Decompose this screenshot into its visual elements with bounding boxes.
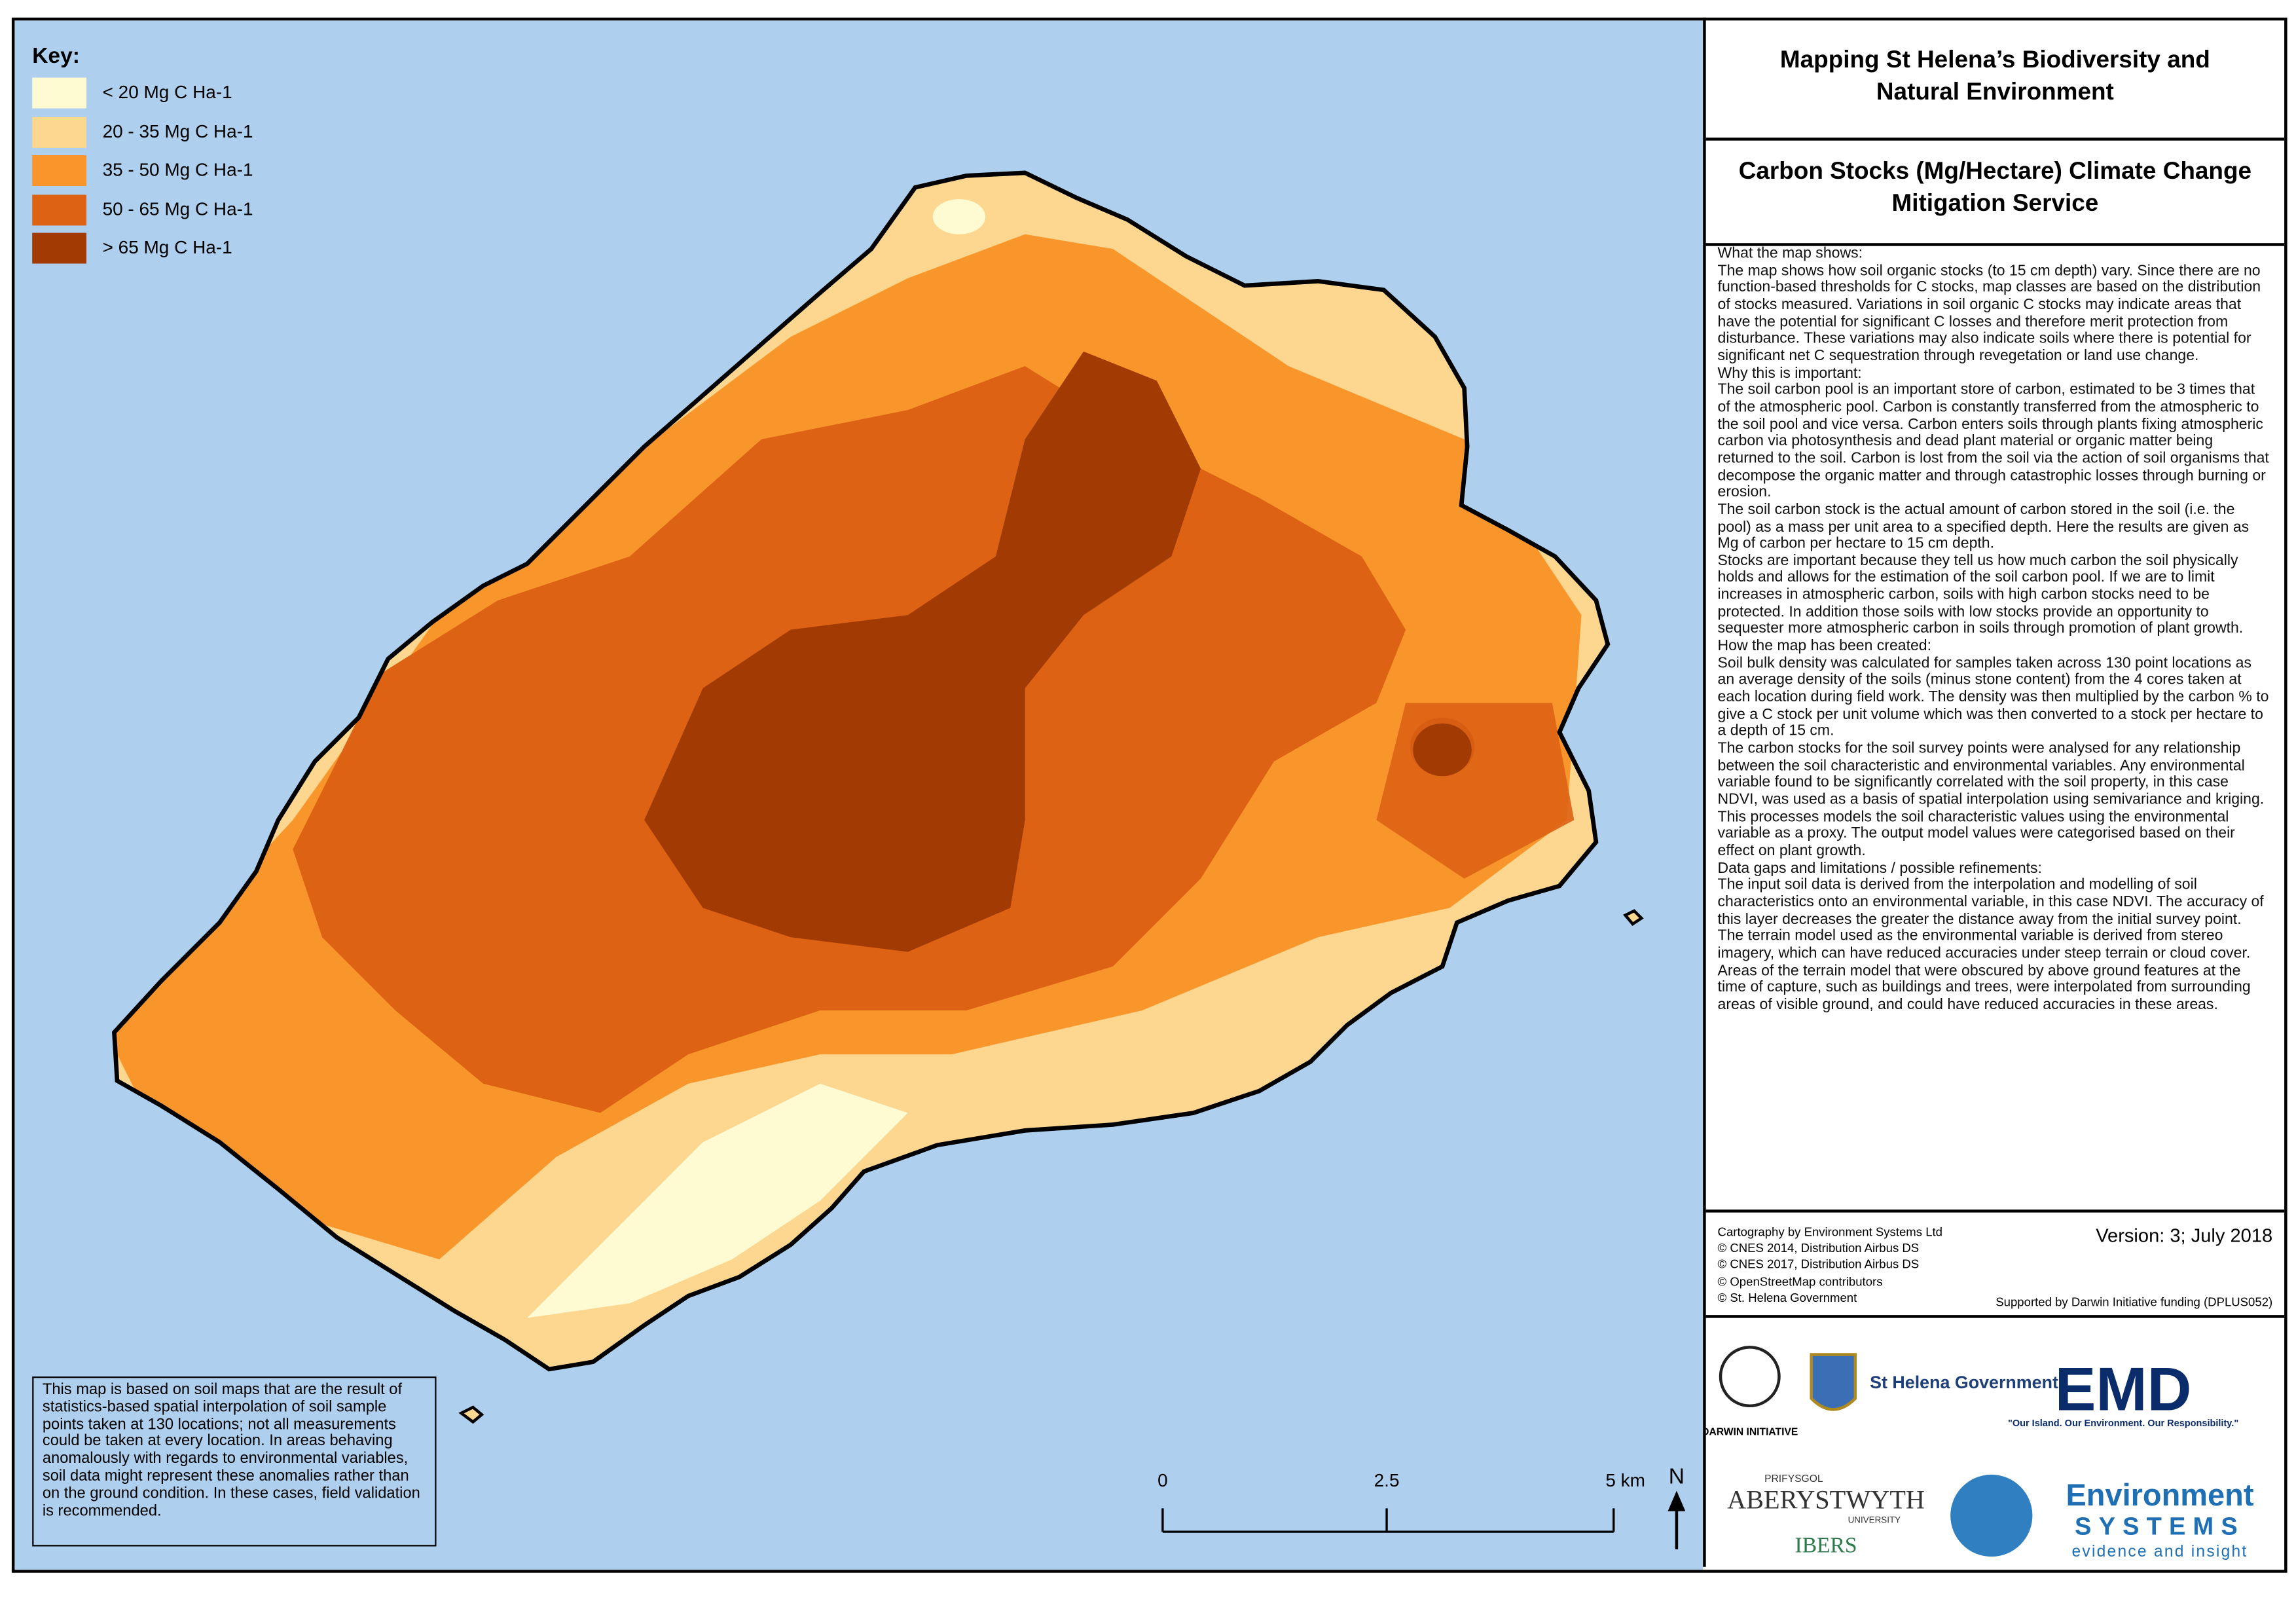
env-tagline: evidence and insight [2072,1543,2248,1560]
legend-label: < 20 Mg C Ha-1 [102,82,232,103]
description-paragraph: The soil carbon stock is the actual amou… [1717,502,2250,553]
legend-label: 20 - 35 Mg C Ha-1 [102,120,253,141]
darwin-logo: DARWIN INITIATIVE [1706,1427,1798,1438]
class-lt-20 [527,1083,908,1318]
description-paragraph: Data gaps and limitations / possible ref… [1717,860,2042,877]
description-paragraph: The input soil data is derived from the … [1717,877,2264,928]
legend-item: 35 - 50 Mg C Ha-1 [32,155,325,194]
logos: DARWIN INITIATIVE St Helena Government E… [1702,1318,2284,1567]
north-arrow-head [1667,1490,1686,1511]
description-paragraph: Stocks are important because they tell u… [1717,553,2244,638]
sthelena-crest [1810,1353,1857,1411]
legend-item: 50 - 65 Mg C Ha-1 [32,194,325,232]
env-logo: Environment [2066,1477,2253,1512]
credits: Cartography by Environment Systems Ltd © … [1705,1215,2285,1318]
scale-label: 5 km [1605,1470,1645,1490]
legend-label: 50 - 65 Mg C Ha-1 [102,198,253,219]
legend-item: > 65 Mg C Ha-1 [32,232,325,272]
note: This map is based on soil maps that are … [32,1376,437,1547]
env-systems: SYSTEMS [2075,1513,2245,1541]
description-paragraph: The soil carbon pool is an important sto… [1717,382,2269,502]
logo-art: DARWIN INITIATIVE St Helena Government E… [1702,1346,2254,1560]
legend-swatch [32,232,86,264]
title: Mapping St Helena’s Biodiversity and Nat… [1705,18,2285,141]
darwin-bird [1719,1346,1781,1408]
north-label: N [1669,1464,1685,1488]
description-paragraph: The carbon stocks for the soil survey po… [1717,741,2265,860]
aber-university: UNIVERSITY [1848,1515,1901,1525]
legend-item: 20 - 35 Mg C Ha-1 [32,116,325,155]
legend-swatch [32,155,86,187]
credit-line: © CNES 2014, Distribution Airbus DS [1717,1240,1920,1255]
scale-label: 0 [1157,1470,1168,1490]
description-paragraph: Why this is important: [1717,365,1862,382]
class-lt-20 [932,199,986,234]
description-paragraph: Soil bulk density was calculated for sam… [1717,655,2269,741]
credit-line: © St. Helena Government [1717,1289,1857,1305]
islet [458,909,1644,1424]
funding: Supported by Darwin Initiative funding (… [1995,1294,2273,1310]
scale-label: 2.5 [1374,1470,1400,1490]
credit-line: © OpenStreetMap contributors [1717,1273,1883,1289]
credit-line: © CNES 2017, Distribution Airbus DS [1717,1257,1920,1272]
version: Version: 3; July 2018 [2096,1224,2273,1247]
aber-name: ABERYSTWYTH [1727,1485,1925,1514]
legend-item: < 20 Mg C Ha-1 [32,77,325,117]
sthelena-logo: St Helena Government [1870,1373,2058,1392]
description-paragraph: How the map has been created: [1717,638,1932,655]
legend: Key: < 20 Mg C Ha-1 20 - 35 Mg C Ha-1 35 -… [32,44,325,272]
description-paragraph: What the map shows: [1717,246,1863,263]
description: What the map shows: The map shows how soi… [1705,246,2285,1213]
legend-items: < 20 Mg C Ha-1 20 - 35 Mg C Ha-1 35 - 50 M… [32,77,325,272]
legend-label: 35 - 50 Mg C Ha-1 [102,159,253,181]
ibers-logo: IBERS [1795,1533,1857,1557]
description-paragraph: The map shows how soil organic stocks (t… [1717,263,2261,365]
credit-lines: Cartography by Environment Systems Ltd © … [1718,1225,1942,1306]
class-gt-65 [644,351,1201,952]
description-paragraph: The terrain model used as the environmen… [1717,929,2251,1014]
legend-title: Key: [32,44,80,69]
class-gt-65 [1413,723,1472,777]
legend-swatch [32,116,86,147]
env-swirl [1950,1474,2033,1557]
legend-swatch [32,194,86,225]
legend-swatch [32,77,86,109]
credit-line: Cartography by Environment Systems Ltd [1717,1224,1943,1239]
side-panel: Mapping St Helena’s Biodiversity and Nat… [1702,17,2285,1567]
map: 0 2.5 5 km N [14,20,1704,1570]
emd-logo: EMD [2055,1355,2192,1424]
aber-prifysgol: PRIFYSGOL [1764,1473,1823,1485]
legend-label: > 65 Mg C Ha-1 [102,237,232,258]
emd-tagline: "Our Island. Our Environment. Our Respon… [2008,1418,2238,1429]
subtitle: Carbon Stocks (Mg/Hectare) Climate Chang… [1705,141,2285,246]
